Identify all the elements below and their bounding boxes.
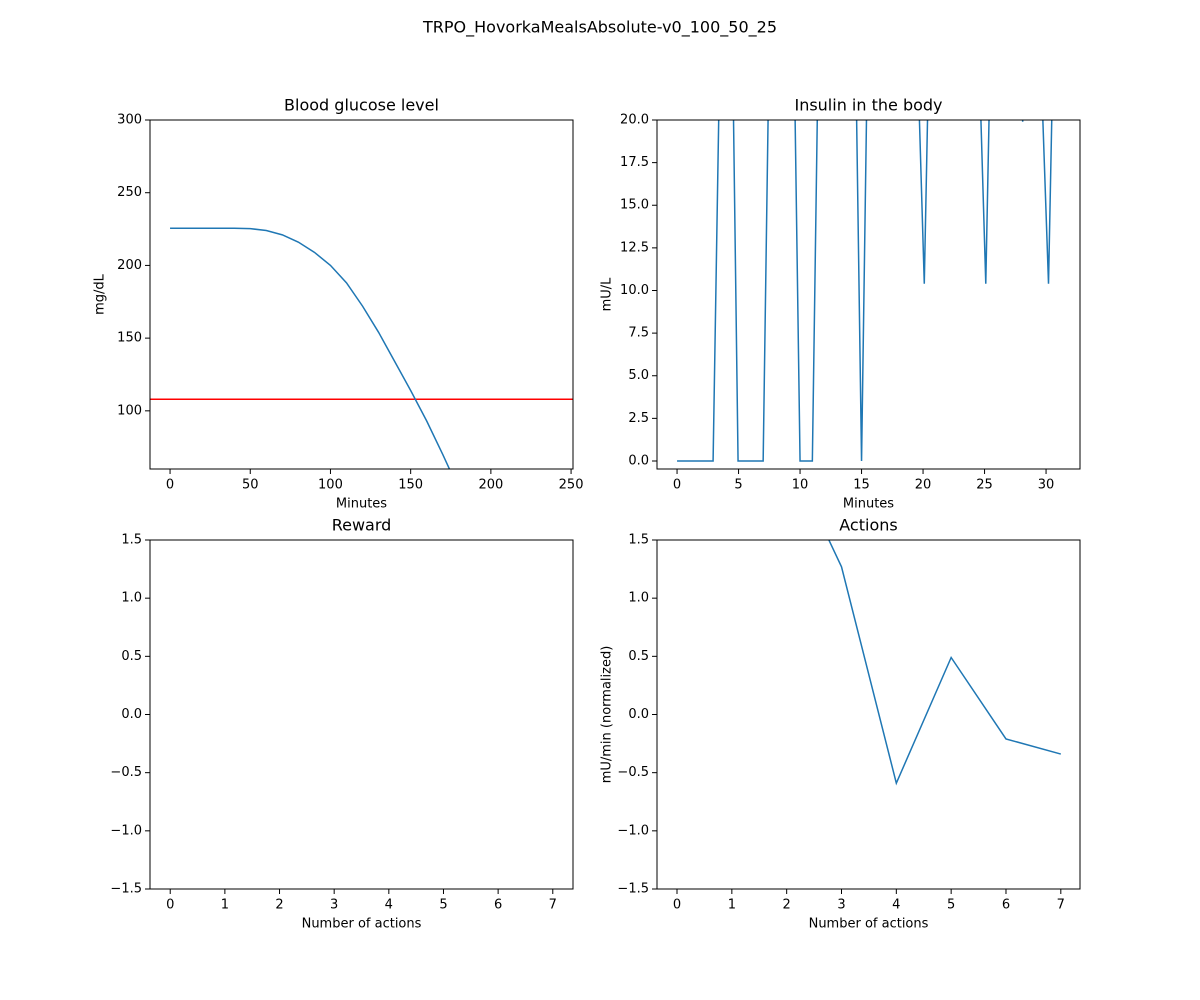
x-tick-label: 7 xyxy=(549,898,557,913)
y-tick-label: 300 xyxy=(117,113,142,128)
y-tick-label: 0.5 xyxy=(121,649,142,664)
y-tick-label: 10.0 xyxy=(620,283,649,298)
data-line xyxy=(828,540,1062,786)
x-tick-label: 2 xyxy=(275,898,283,913)
y-tick-label: 7.5 xyxy=(628,326,649,341)
x-tick-label: 6 xyxy=(494,898,502,913)
x-tick-label: 15 xyxy=(853,478,870,493)
y-tick-label: −0.5 xyxy=(617,765,649,780)
x-tick-label: 4 xyxy=(892,898,900,913)
y-axis-label: mU/L xyxy=(600,277,615,312)
x-tick-label: 25 xyxy=(976,478,993,493)
y-axis-label: mg/dL xyxy=(93,273,108,315)
x-tick-label: 4 xyxy=(385,898,393,913)
y-tick-label: 15.0 xyxy=(620,198,649,213)
x-tick-label: 100 xyxy=(318,478,343,493)
y-tick-label: −1.5 xyxy=(110,882,142,897)
y-tick-label: −1.5 xyxy=(617,882,649,897)
axes-title: Actions xyxy=(839,516,897,535)
y-tick-label: 250 xyxy=(117,185,142,200)
axes-frame xyxy=(149,119,574,470)
x-axis-label: Minutes xyxy=(843,497,894,512)
x-tick-label: 150 xyxy=(398,478,423,493)
x-tick-label: 5 xyxy=(439,898,447,913)
x-tick-label: 0 xyxy=(166,478,174,493)
x-axis-label: Minutes xyxy=(336,497,387,512)
x-tick-label: 5 xyxy=(734,478,742,493)
x-tick-label: 1 xyxy=(221,898,229,913)
x-tick-label: 0 xyxy=(673,898,681,913)
y-tick-label: 150 xyxy=(117,331,142,346)
y-tick-label: 0.0 xyxy=(121,707,142,722)
x-tick-label: 6 xyxy=(1002,898,1010,913)
y-tick-label: 1.0 xyxy=(121,591,142,606)
y-tick-label: 100 xyxy=(117,403,142,418)
y-tick-label: 5.0 xyxy=(628,368,649,383)
x-tick-label: 2 xyxy=(783,898,791,913)
x-tick-label: 3 xyxy=(330,898,338,913)
y-tick-label: 0.0 xyxy=(628,707,649,722)
data-line xyxy=(170,227,451,469)
x-axis-label: Number of actions xyxy=(809,917,929,932)
x-tick-label: 10 xyxy=(792,478,809,493)
axes-frame xyxy=(656,119,1081,470)
y-tick-label: 20.0 xyxy=(620,113,649,128)
plot-area xyxy=(828,540,1062,786)
x-tick-label: 7 xyxy=(1057,898,1065,913)
figure-title: TRPO_HovorkaMealsAbsolute-v0_100_50_25 xyxy=(422,18,777,38)
y-tick-label: 2.5 xyxy=(628,411,649,426)
axes-title: Reward xyxy=(332,516,392,535)
x-tick-label: 3 xyxy=(837,898,845,913)
x-tick-label: 1 xyxy=(728,898,736,913)
x-tick-label: 250 xyxy=(559,478,584,493)
x-tick-label: 30 xyxy=(1038,478,1055,493)
y-tick-label: 0.0 xyxy=(628,453,649,468)
axes-title: Blood glucose level xyxy=(284,96,439,115)
x-tick-label: 200 xyxy=(478,478,503,493)
y-axis-label: mU/min (normalized) xyxy=(600,646,615,784)
y-tick-label: 200 xyxy=(117,258,142,273)
x-tick-label: 0 xyxy=(166,898,174,913)
y-tick-label: 1.5 xyxy=(628,533,649,548)
x-axis-label: Number of actions xyxy=(302,917,422,932)
x-tick-label: 50 xyxy=(242,478,259,493)
axes-title: Insulin in the body xyxy=(794,96,942,115)
plot-area xyxy=(150,227,573,469)
y-tick-label: −1.0 xyxy=(110,823,142,838)
x-tick-label: 5 xyxy=(947,898,955,913)
x-tick-label: 0 xyxy=(673,478,681,493)
y-tick-label: 17.5 xyxy=(620,155,649,170)
y-tick-label: 1.5 xyxy=(121,533,142,548)
y-tick-label: 0.5 xyxy=(628,649,649,664)
x-tick-label: 20 xyxy=(915,478,932,493)
y-tick-label: 1.0 xyxy=(628,591,649,606)
y-tick-label: −0.5 xyxy=(110,765,142,780)
y-tick-label: 12.5 xyxy=(620,240,649,255)
y-tick-label: −1.0 xyxy=(617,823,649,838)
